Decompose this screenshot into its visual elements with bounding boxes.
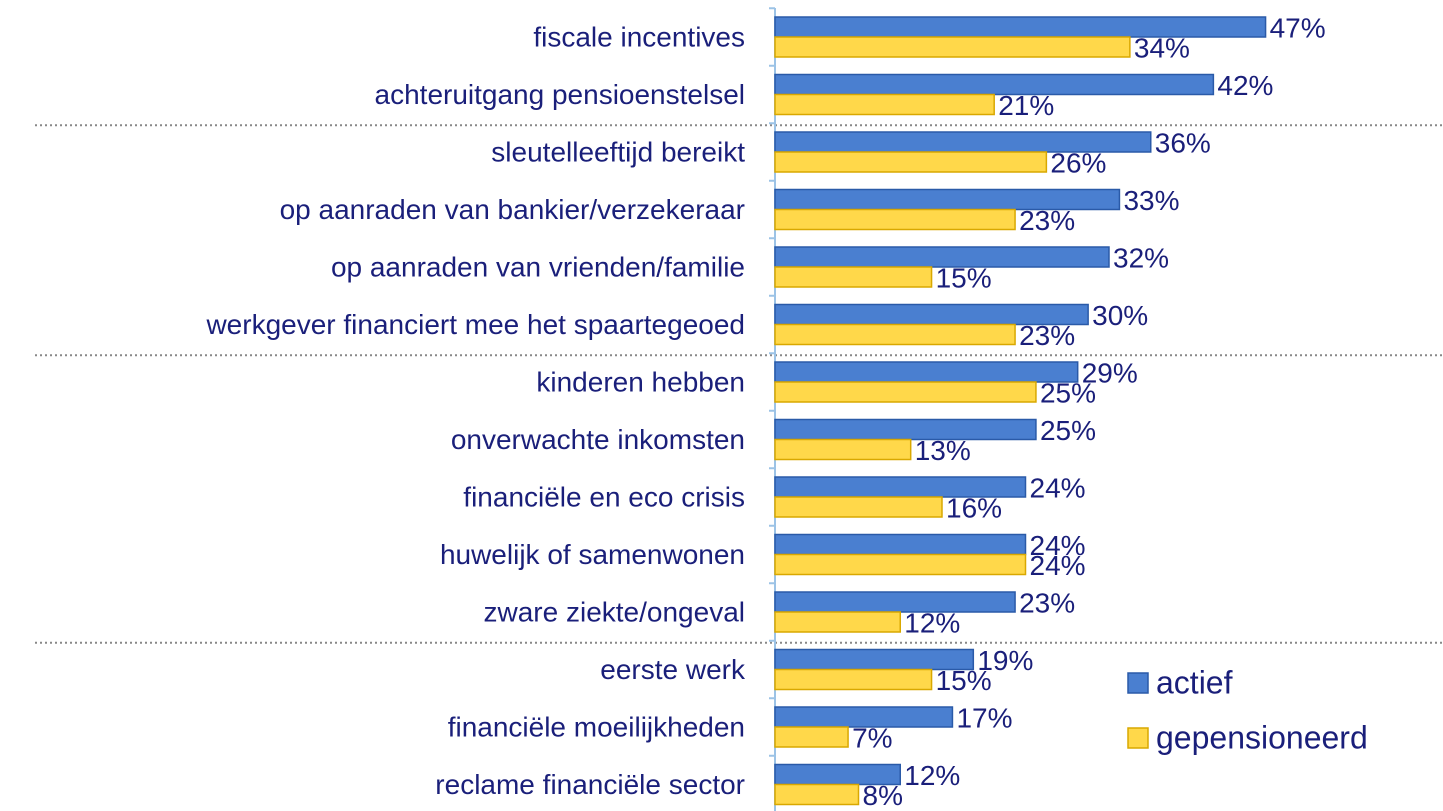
value-label: 32% — [1113, 242, 1169, 273]
bar — [774, 611, 901, 633]
bar — [774, 93, 995, 116]
category-label: financiële en eco crisis — [463, 481, 745, 512]
bar — [774, 668, 933, 691]
bar — [774, 208, 1016, 231]
value-label: 7% — [852, 722, 892, 753]
bar — [774, 73, 1215, 96]
value-label: 24% — [1030, 472, 1086, 503]
category-label: eerste werk — [600, 654, 746, 685]
legend-swatch — [1127, 727, 1149, 749]
category-label: werkgever financiert mee het spaartegeoe… — [205, 309, 745, 340]
value-label: 33% — [1123, 185, 1179, 216]
value-label: 47% — [1270, 12, 1326, 43]
legend-label: actief — [1156, 664, 1233, 700]
category-label: achteruitgang pensioenstelsel — [375, 79, 745, 110]
value-label: 17% — [956, 702, 1012, 733]
category-label: fiscale incentives — [533, 21, 745, 52]
category-label: sleutelleeftijd bereikt — [491, 136, 745, 167]
value-label: 30% — [1092, 300, 1148, 331]
value-label: 15% — [936, 262, 992, 293]
bar — [774, 323, 1016, 346]
bar — [774, 706, 954, 728]
bar — [774, 438, 912, 461]
category-label: op aanraden van bankier/verzekeraar — [280, 194, 745, 225]
value-label: 36% — [1155, 127, 1211, 158]
bar — [774, 36, 1131, 58]
category-label: onverwachte inkomsten — [451, 424, 745, 455]
category-label: kinderen hebben — [536, 366, 745, 397]
value-label: 24% — [1030, 550, 1086, 581]
value-label: 12% — [904, 607, 960, 638]
bar — [774, 151, 1048, 173]
value-label: 13% — [915, 435, 971, 466]
value-label: 29% — [1082, 357, 1138, 388]
value-label: 23% — [1019, 205, 1075, 236]
legend-swatch — [1127, 672, 1149, 694]
category-label: zware ziekte/ongeval — [484, 596, 745, 627]
category-label: huwelijk of samenwonen — [440, 539, 745, 570]
bar — [774, 361, 1079, 383]
bar — [774, 16, 1267, 38]
bar — [774, 591, 1016, 613]
value-label: 24% — [1030, 530, 1086, 561]
value-label: 34% — [1134, 32, 1190, 63]
value-label: 8% — [863, 780, 903, 811]
value-label: 23% — [1019, 320, 1075, 351]
bar — [774, 783, 860, 806]
bar — [774, 533, 1027, 556]
bar — [774, 418, 1037, 441]
bar — [774, 496, 943, 518]
category-label: financiële moeilijkheden — [448, 711, 745, 742]
legend-label: gepensioneerd — [1156, 719, 1368, 755]
value-label: 26% — [1050, 147, 1106, 178]
category-label: reclame financiële sector — [435, 769, 745, 800]
value-label: 25% — [1040, 377, 1096, 408]
bar — [774, 553, 1027, 576]
bar — [774, 381, 1037, 403]
bar — [774, 246, 1110, 268]
value-label: 12% — [904, 760, 960, 791]
category-label: op aanraden van vrienden/familie — [331, 251, 745, 282]
bar — [774, 266, 933, 288]
value-label: 25% — [1040, 415, 1096, 446]
value-label: 42% — [1217, 70, 1273, 101]
bar — [774, 726, 849, 748]
value-label: 21% — [998, 90, 1054, 121]
value-label: 19% — [977, 645, 1033, 676]
value-label: 16% — [946, 492, 1002, 523]
value-label: 23% — [1019, 587, 1075, 618]
value-label: 15% — [936, 665, 992, 696]
